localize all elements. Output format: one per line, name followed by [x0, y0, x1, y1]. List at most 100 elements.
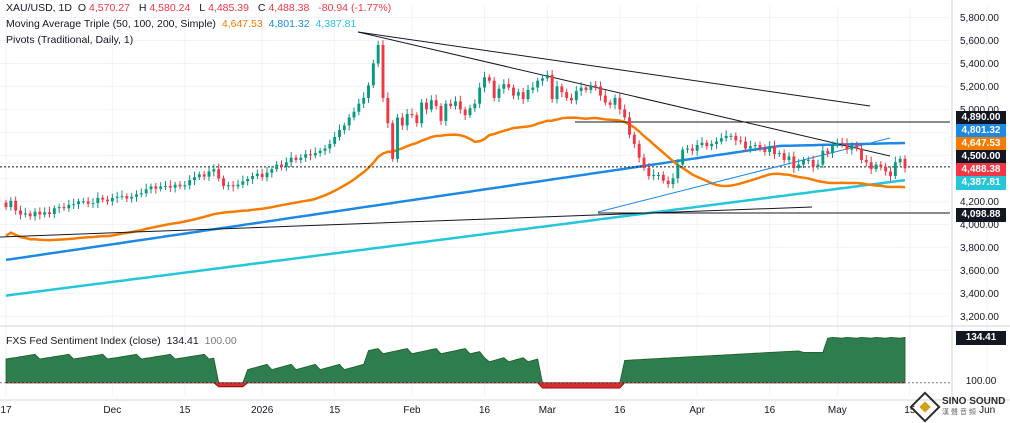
candle	[623, 104, 627, 121]
candle	[139, 188, 143, 198]
candle-body	[9, 200, 13, 208]
candle-body	[188, 180, 192, 186]
candle	[860, 144, 863, 164]
candle-body	[270, 169, 274, 173]
candle	[647, 163, 651, 180]
candle	[661, 171, 665, 184]
candle-body	[318, 150, 322, 154]
candle-body	[429, 100, 433, 110]
candle	[318, 147, 322, 157]
candle-body	[52, 208, 56, 214]
candle-body	[768, 146, 772, 152]
candle-body	[835, 142, 839, 146]
candle	[246, 176, 250, 186]
candle-body	[410, 114, 414, 116]
candle-body	[565, 92, 569, 98]
candle	[893, 156, 897, 179]
candle	[231, 181, 235, 192]
candle-body	[48, 212, 51, 214]
candle-body	[884, 166, 888, 172]
candle	[507, 78, 511, 91]
candle-body	[154, 186, 158, 189]
candle-body	[405, 114, 409, 126]
candle-body	[657, 174, 660, 176]
legend-pivots[interactable]: Pivots (Traditional, Daily, 1)	[6, 34, 136, 47]
candle	[23, 207, 27, 218]
candle	[478, 82, 482, 108]
candle	[652, 169, 656, 181]
price-tag-ma200: 4,387.81	[956, 176, 1006, 190]
candle	[48, 206, 51, 218]
trendline	[357, 31, 871, 107]
candle-body	[309, 154, 312, 156]
candle-body	[62, 207, 66, 209]
candle-body	[275, 164, 279, 170]
legend-indicator[interactable]: FXS Fed Sentiment Index (close) 134.41 1…	[6, 335, 240, 348]
x-tick-label: Feb	[403, 405, 421, 416]
candle	[487, 74, 491, 84]
candle	[802, 157, 805, 169]
trendline	[0, 206, 813, 238]
candle	[289, 152, 293, 168]
candle-body	[758, 145, 762, 149]
candle	[768, 141, 772, 157]
candle-body	[449, 103, 453, 106]
candle	[898, 155, 902, 166]
candle	[734, 132, 738, 146]
candle-body	[352, 111, 356, 118]
candle	[666, 176, 670, 188]
candle-body	[420, 102, 424, 124]
candle-body	[603, 95, 607, 103]
candle	[700, 137, 704, 148]
candle-body	[507, 84, 511, 88]
indicator-pane	[0, 336, 950, 389]
candle	[516, 88, 520, 100]
candle	[178, 181, 182, 190]
candle	[845, 138, 849, 154]
candle	[550, 70, 554, 103]
candle	[357, 98, 361, 116]
indicator-baseline: 100.00	[204, 335, 237, 347]
candle-body	[139, 193, 143, 195]
candle	[62, 202, 66, 212]
candle-body	[550, 74, 554, 100]
candle	[159, 182, 163, 192]
candle-body	[734, 135, 738, 141]
candle	[603, 89, 607, 106]
candle	[130, 193, 134, 203]
candle-body	[67, 204, 71, 209]
candle-body	[304, 154, 308, 158]
candle-body	[526, 89, 530, 100]
candle-body	[260, 173, 264, 178]
candle-body	[19, 210, 22, 215]
candle	[405, 109, 409, 131]
candle	[222, 175, 225, 190]
candle-body	[502, 84, 506, 89]
candle-body	[391, 123, 395, 159]
candle-body	[893, 162, 897, 177]
candle	[526, 84, 530, 102]
candle	[710, 140, 714, 151]
candle	[831, 141, 834, 159]
candle-body	[487, 77, 491, 81]
candle-body	[497, 88, 501, 98]
candle	[154, 182, 158, 194]
candle	[367, 82, 370, 103]
x-tick-label: 16	[479, 405, 491, 416]
candle-body	[212, 169, 216, 172]
candle-body	[724, 135, 728, 139]
candle-body	[43, 212, 47, 215]
x-tick-label: Dec	[103, 405, 121, 416]
legend-moving-average[interactable]: Moving Average Triple (50, 100, 200, Sim…	[6, 18, 359, 31]
candle-body	[531, 87, 535, 90]
candle	[294, 154, 298, 163]
candle-body	[222, 178, 225, 186]
candle	[255, 169, 259, 179]
ohlc-close: C 4,488.38	[257, 2, 310, 14]
candle-body	[715, 141, 718, 144]
candle	[14, 196, 18, 215]
candle	[415, 112, 419, 127]
x-tick-label: 2026	[251, 405, 274, 416]
x-tick-label: Jun	[979, 405, 995, 416]
